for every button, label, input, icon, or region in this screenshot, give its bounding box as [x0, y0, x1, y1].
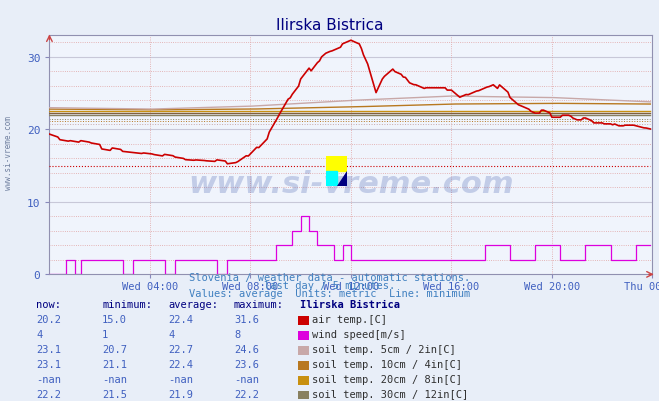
Text: 20.7: 20.7 [102, 344, 127, 354]
Text: 4: 4 [168, 329, 174, 339]
Text: now:: now: [36, 300, 61, 310]
Text: Values: average  Units: metric  Line: minimum: Values: average Units: metric Line: mini… [189, 288, 470, 298]
Text: -nan: -nan [36, 374, 61, 384]
Text: last day / 5 minutes.: last day / 5 minutes. [264, 280, 395, 290]
Text: 22.2: 22.2 [234, 389, 259, 399]
Text: air temp.[C]: air temp.[C] [312, 314, 387, 324]
Text: 15.0: 15.0 [102, 314, 127, 324]
Text: 4: 4 [36, 329, 42, 339]
Polygon shape [337, 172, 347, 186]
Text: Slovenia / weather data - automatic stations.: Slovenia / weather data - automatic stat… [189, 272, 470, 282]
Text: 23.6: 23.6 [234, 359, 259, 369]
Bar [326, 172, 337, 186]
Text: soil temp. 5cm / 2in[C]: soil temp. 5cm / 2in[C] [312, 344, 455, 354]
Bar [326, 156, 347, 172]
Text: average:: average: [168, 300, 218, 310]
Text: 21.5: 21.5 [102, 389, 127, 399]
Text: www.si-vreme.com: www.si-vreme.com [4, 115, 13, 189]
Text: Ilirska Bistrica: Ilirska Bistrica [275, 18, 384, 33]
Text: -nan: -nan [102, 374, 127, 384]
Text: 22.7: 22.7 [168, 344, 193, 354]
Text: 24.6: 24.6 [234, 344, 259, 354]
Text: www.si-vreme.com: www.si-vreme.com [188, 170, 514, 198]
Text: minimum:: minimum: [102, 300, 152, 310]
Text: soil temp. 20cm / 8in[C]: soil temp. 20cm / 8in[C] [312, 374, 462, 384]
Text: 1: 1 [102, 329, 108, 339]
Text: Ilirska Bistrica: Ilirska Bistrica [300, 300, 400, 310]
Text: 20.2: 20.2 [36, 314, 61, 324]
Text: 21.1: 21.1 [102, 359, 127, 369]
Text: 31.6: 31.6 [234, 314, 259, 324]
Text: -nan: -nan [168, 374, 193, 384]
Text: 8: 8 [234, 329, 240, 339]
Text: maximum:: maximum: [234, 300, 284, 310]
Text: wind speed[m/s]: wind speed[m/s] [312, 329, 405, 339]
Text: 22.4: 22.4 [168, 314, 193, 324]
Text: soil temp. 10cm / 4in[C]: soil temp. 10cm / 4in[C] [312, 359, 462, 369]
Text: 21.9: 21.9 [168, 389, 193, 399]
Text: soil temp. 30cm / 12in[C]: soil temp. 30cm / 12in[C] [312, 389, 468, 399]
Text: 23.1: 23.1 [36, 359, 61, 369]
Text: 23.1: 23.1 [36, 344, 61, 354]
Text: 22.4: 22.4 [168, 359, 193, 369]
Text: -nan: -nan [234, 374, 259, 384]
Text: 22.2: 22.2 [36, 389, 61, 399]
